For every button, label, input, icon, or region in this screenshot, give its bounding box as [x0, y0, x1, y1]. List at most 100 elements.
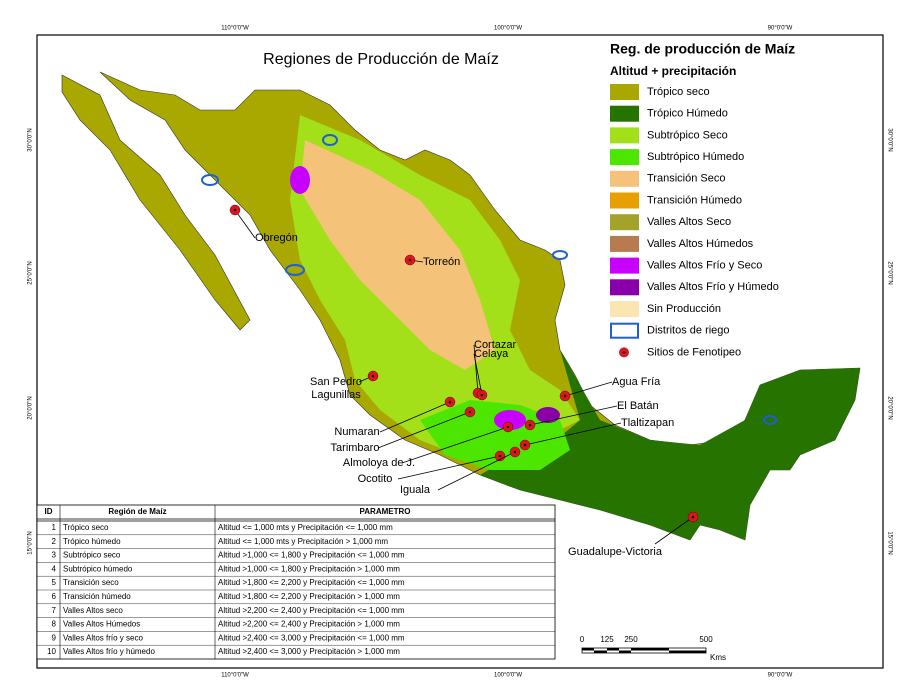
table-header: ID: [45, 507, 53, 516]
cold-humid-valleys: [536, 407, 560, 423]
legend-label: Valles Altos Húmedos: [647, 238, 754, 250]
table-cell: Trópico húmedo: [63, 537, 121, 546]
site-marker-center: [233, 208, 237, 212]
scale-bar: [582, 648, 594, 651]
scale-label: 500: [699, 635, 713, 644]
table-cell: Altitud >1,000 <= 1,800 y Precipitación …: [218, 551, 405, 560]
table-cell: Subtrópico seco: [63, 551, 121, 560]
longitude-label: 100°0'0"W: [494, 673, 522, 679]
site-label: Iguala: [400, 484, 431, 496]
transition-zone: [300, 140, 495, 370]
irrigation-district: [285, 264, 305, 276]
table-header: Región de Maíz: [108, 507, 166, 516]
latitude-label: 15°0'0"N: [886, 531, 892, 554]
table-cell: Valles Altos frío y seco: [63, 633, 143, 642]
leader-line: [401, 426, 509, 464]
site-label: Numaran: [334, 426, 379, 438]
site-label: Ocotito: [358, 473, 393, 485]
site-marker-center: [371, 374, 375, 378]
table-cell: 7: [52, 606, 57, 615]
table-cell: 3: [52, 551, 57, 560]
scale-bar: [669, 650, 706, 653]
table-cell: Altitud >2,400 <= 3,000 y Precipitación …: [218, 647, 400, 656]
table-cell: 10: [47, 647, 56, 656]
site-marker-center: [513, 450, 517, 454]
legend-label: Sin Producción: [647, 303, 721, 315]
site-marker-center: [468, 410, 472, 414]
site-label: San Pedro: [310, 376, 362, 388]
site-marker-center: [408, 258, 412, 262]
table-background: [36, 504, 556, 660]
legend-label: Trópico seco: [647, 86, 710, 98]
latitude-label: 30°0'0"N: [28, 128, 34, 151]
leader-line: [529, 405, 618, 426]
legend-subtitle: Altitud + precipitación: [610, 64, 736, 78]
site-label: Celaya: [474, 348, 509, 360]
legend-swatch: [610, 279, 639, 296]
site-marker-center: [498, 454, 502, 458]
irrigation-district: [201, 174, 219, 186]
site-label: El Batán: [617, 400, 659, 412]
legend-swatch: [610, 149, 639, 166]
site-label: Almoloya de J.: [343, 457, 415, 469]
legend-swatch: [610, 322, 639, 339]
legend-label: Transición Seco: [647, 173, 725, 185]
site-label: Cortazar: [474, 339, 517, 351]
legend-swatch: [610, 127, 639, 144]
baja-california: [61, 74, 251, 331]
table-cell: 8: [52, 620, 57, 629]
site-marker-center: [691, 515, 695, 519]
land: [61, 71, 861, 541]
legend-label: Sitios de Fenotipeo: [647, 346, 741, 358]
latitude-label: 15°0'0"N: [28, 531, 34, 554]
legend-label: Transición Húmedo: [647, 194, 742, 206]
site-label: Torreón: [423, 256, 460, 268]
site-marker-center: [563, 394, 567, 398]
table-cell: 1: [52, 523, 57, 532]
table-cell: Altitud >1,800 <= 2,200 y Precipitación …: [218, 578, 405, 587]
leader-line: [654, 516, 694, 545]
legend-swatch: [610, 235, 639, 252]
longitude-label: 90°0'0"W: [768, 26, 793, 32]
longitude-label: 110°0'0"W: [221, 26, 249, 32]
irrigation-district: [763, 415, 777, 425]
latitude-label: 20°0'0"N: [28, 396, 34, 419]
leader-line: [524, 422, 622, 446]
table-cell: Subtrópico húmedo: [63, 564, 133, 573]
site-label: Tlaltizapan: [621, 417, 674, 429]
legend-swatch: [610, 214, 639, 231]
legend-label: Valles Altos Seco: [647, 216, 731, 228]
legend-label: Trópico Húmedo: [647, 108, 728, 120]
irrigation-district: [322, 134, 338, 146]
legend-swatch: [622, 350, 626, 354]
longitude-label: 100°0'0"W: [494, 26, 522, 32]
table-cell: Valles Altos seco: [63, 606, 123, 615]
scale-bar: [619, 650, 631, 653]
table-cell: Altitud >1,800 <= 2,200 y Precipitación …: [218, 592, 400, 601]
subtropic-humid-zone: [420, 400, 570, 470]
legend-label: Subtrópico Seco: [647, 129, 728, 141]
latitude-label: 20°0'0"N: [886, 396, 892, 419]
scale-bar: [594, 650, 607, 653]
legend-label: Valles Altos Frío y Seco: [647, 260, 762, 272]
leader-line: [473, 344, 479, 394]
cold-valleys: [494, 410, 526, 430]
table-cell: 2: [52, 537, 57, 546]
leader-line: [564, 381, 613, 397]
legend-swatch: [610, 84, 639, 100]
scale-label: 125: [600, 635, 614, 644]
legend-title: Reg. de producción de Maíz: [610, 41, 795, 57]
site-label: Obregón: [255, 232, 298, 244]
tropic-humid-zone: [480, 350, 860, 540]
legend-label: Subtrópico Húmedo: [647, 151, 744, 163]
table-cell: 9: [52, 633, 57, 642]
site-marker-center: [523, 443, 527, 447]
site-marker-center: [448, 400, 452, 404]
table-cell: Transición húmedo: [63, 592, 131, 601]
scale-bar: [607, 648, 619, 651]
table-cell: Valles Altos Húmedos: [63, 620, 140, 629]
latitude-label: 30°0'0"N: [886, 128, 892, 151]
table-cell: Altitud >2,400 <= 3,000 y Precipitación …: [218, 633, 405, 642]
site-label: Lagunillas: [311, 389, 361, 401]
